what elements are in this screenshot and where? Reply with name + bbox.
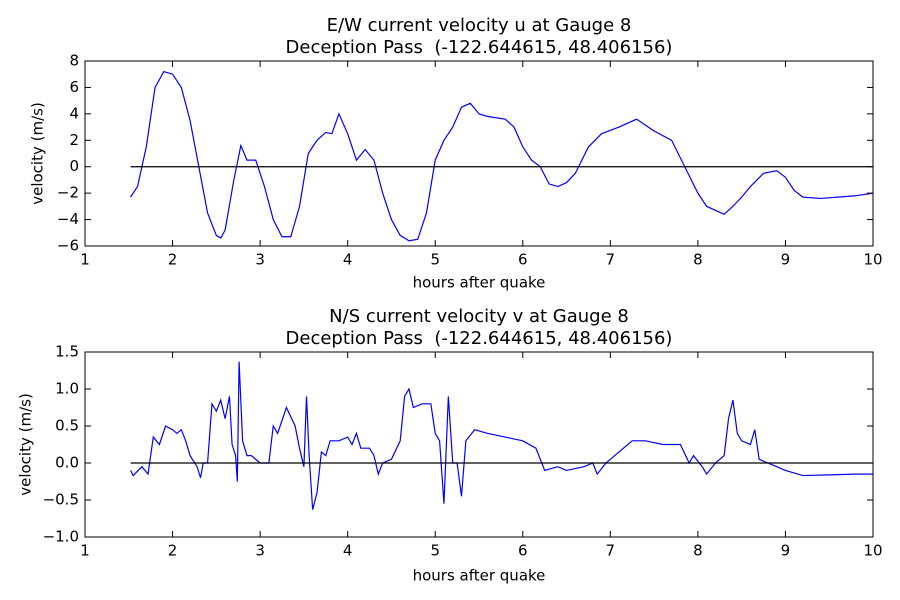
x-tick-label: 5 bbox=[430, 251, 440, 269]
y-tick-label: 0.5 bbox=[55, 417, 79, 435]
x-axis-label: hours after quake bbox=[413, 567, 546, 585]
y-tick-label: 2 bbox=[69, 131, 79, 149]
x-tick-label: 2 bbox=[168, 542, 178, 560]
axes-frame bbox=[84, 60, 874, 247]
x-tick-label: 9 bbox=[781, 251, 791, 269]
x-tick-label: 10 bbox=[863, 251, 882, 269]
chart-title: E/W current velocity u at Gauge 8 bbox=[327, 15, 632, 36]
x-tick-label: 3 bbox=[255, 542, 265, 560]
x-tick-label: 6 bbox=[518, 251, 528, 269]
x-tick-label: 1 bbox=[80, 542, 90, 560]
x-tick-label: 4 bbox=[343, 542, 353, 560]
x-tick-label: 5 bbox=[430, 542, 440, 560]
x-tick-label: 6 bbox=[518, 542, 528, 560]
y-tick-label: −0.5 bbox=[43, 491, 79, 509]
y-tick-label: 0.0 bbox=[55, 454, 79, 472]
x-tick-label: 7 bbox=[606, 251, 616, 269]
axes-frame bbox=[84, 351, 874, 538]
chart-subtitle: Deception Pass (-122.644615, 48.406156) bbox=[286, 37, 673, 58]
x-tick-label: 3 bbox=[255, 251, 265, 269]
x-tick-label: 9 bbox=[781, 542, 791, 560]
x-tick-label: 2 bbox=[168, 251, 178, 269]
x-axis-label: hours after quake bbox=[413, 274, 546, 292]
x-tick-label: 10 bbox=[863, 542, 882, 560]
y-tick-label: 0 bbox=[69, 157, 79, 175]
y-tick-label: −6 bbox=[57, 237, 79, 255]
data-line bbox=[129, 361, 873, 510]
y-tick-label: 6 bbox=[69, 78, 79, 96]
y-tick-label: −1.0 bbox=[43, 528, 79, 546]
y-tick-label: 4 bbox=[69, 104, 79, 122]
y-tick-label: 8 bbox=[69, 52, 79, 70]
chart-subtitle: Deception Pass (-122.644615, 48.406156) bbox=[286, 328, 673, 349]
x-tick-label: 4 bbox=[343, 251, 353, 269]
x-tick-label: 1 bbox=[80, 251, 90, 269]
data-line bbox=[130, 70, 874, 242]
x-tick-label: 7 bbox=[606, 542, 616, 560]
chart-title: N/S current velocity v at Gauge 8 bbox=[329, 306, 629, 327]
y-axis-label: velocity (m/s) bbox=[17, 393, 35, 496]
y-tick-label: −4 bbox=[57, 210, 79, 228]
y-tick-label: 1.5 bbox=[55, 343, 79, 361]
y-tick-label: 1.0 bbox=[55, 380, 79, 398]
x-tick-label: 8 bbox=[693, 542, 703, 560]
y-tick-label: −2 bbox=[57, 184, 79, 202]
y-axis-label: velocity (m/s) bbox=[29, 102, 47, 205]
x-tick-label: 8 bbox=[693, 251, 703, 269]
